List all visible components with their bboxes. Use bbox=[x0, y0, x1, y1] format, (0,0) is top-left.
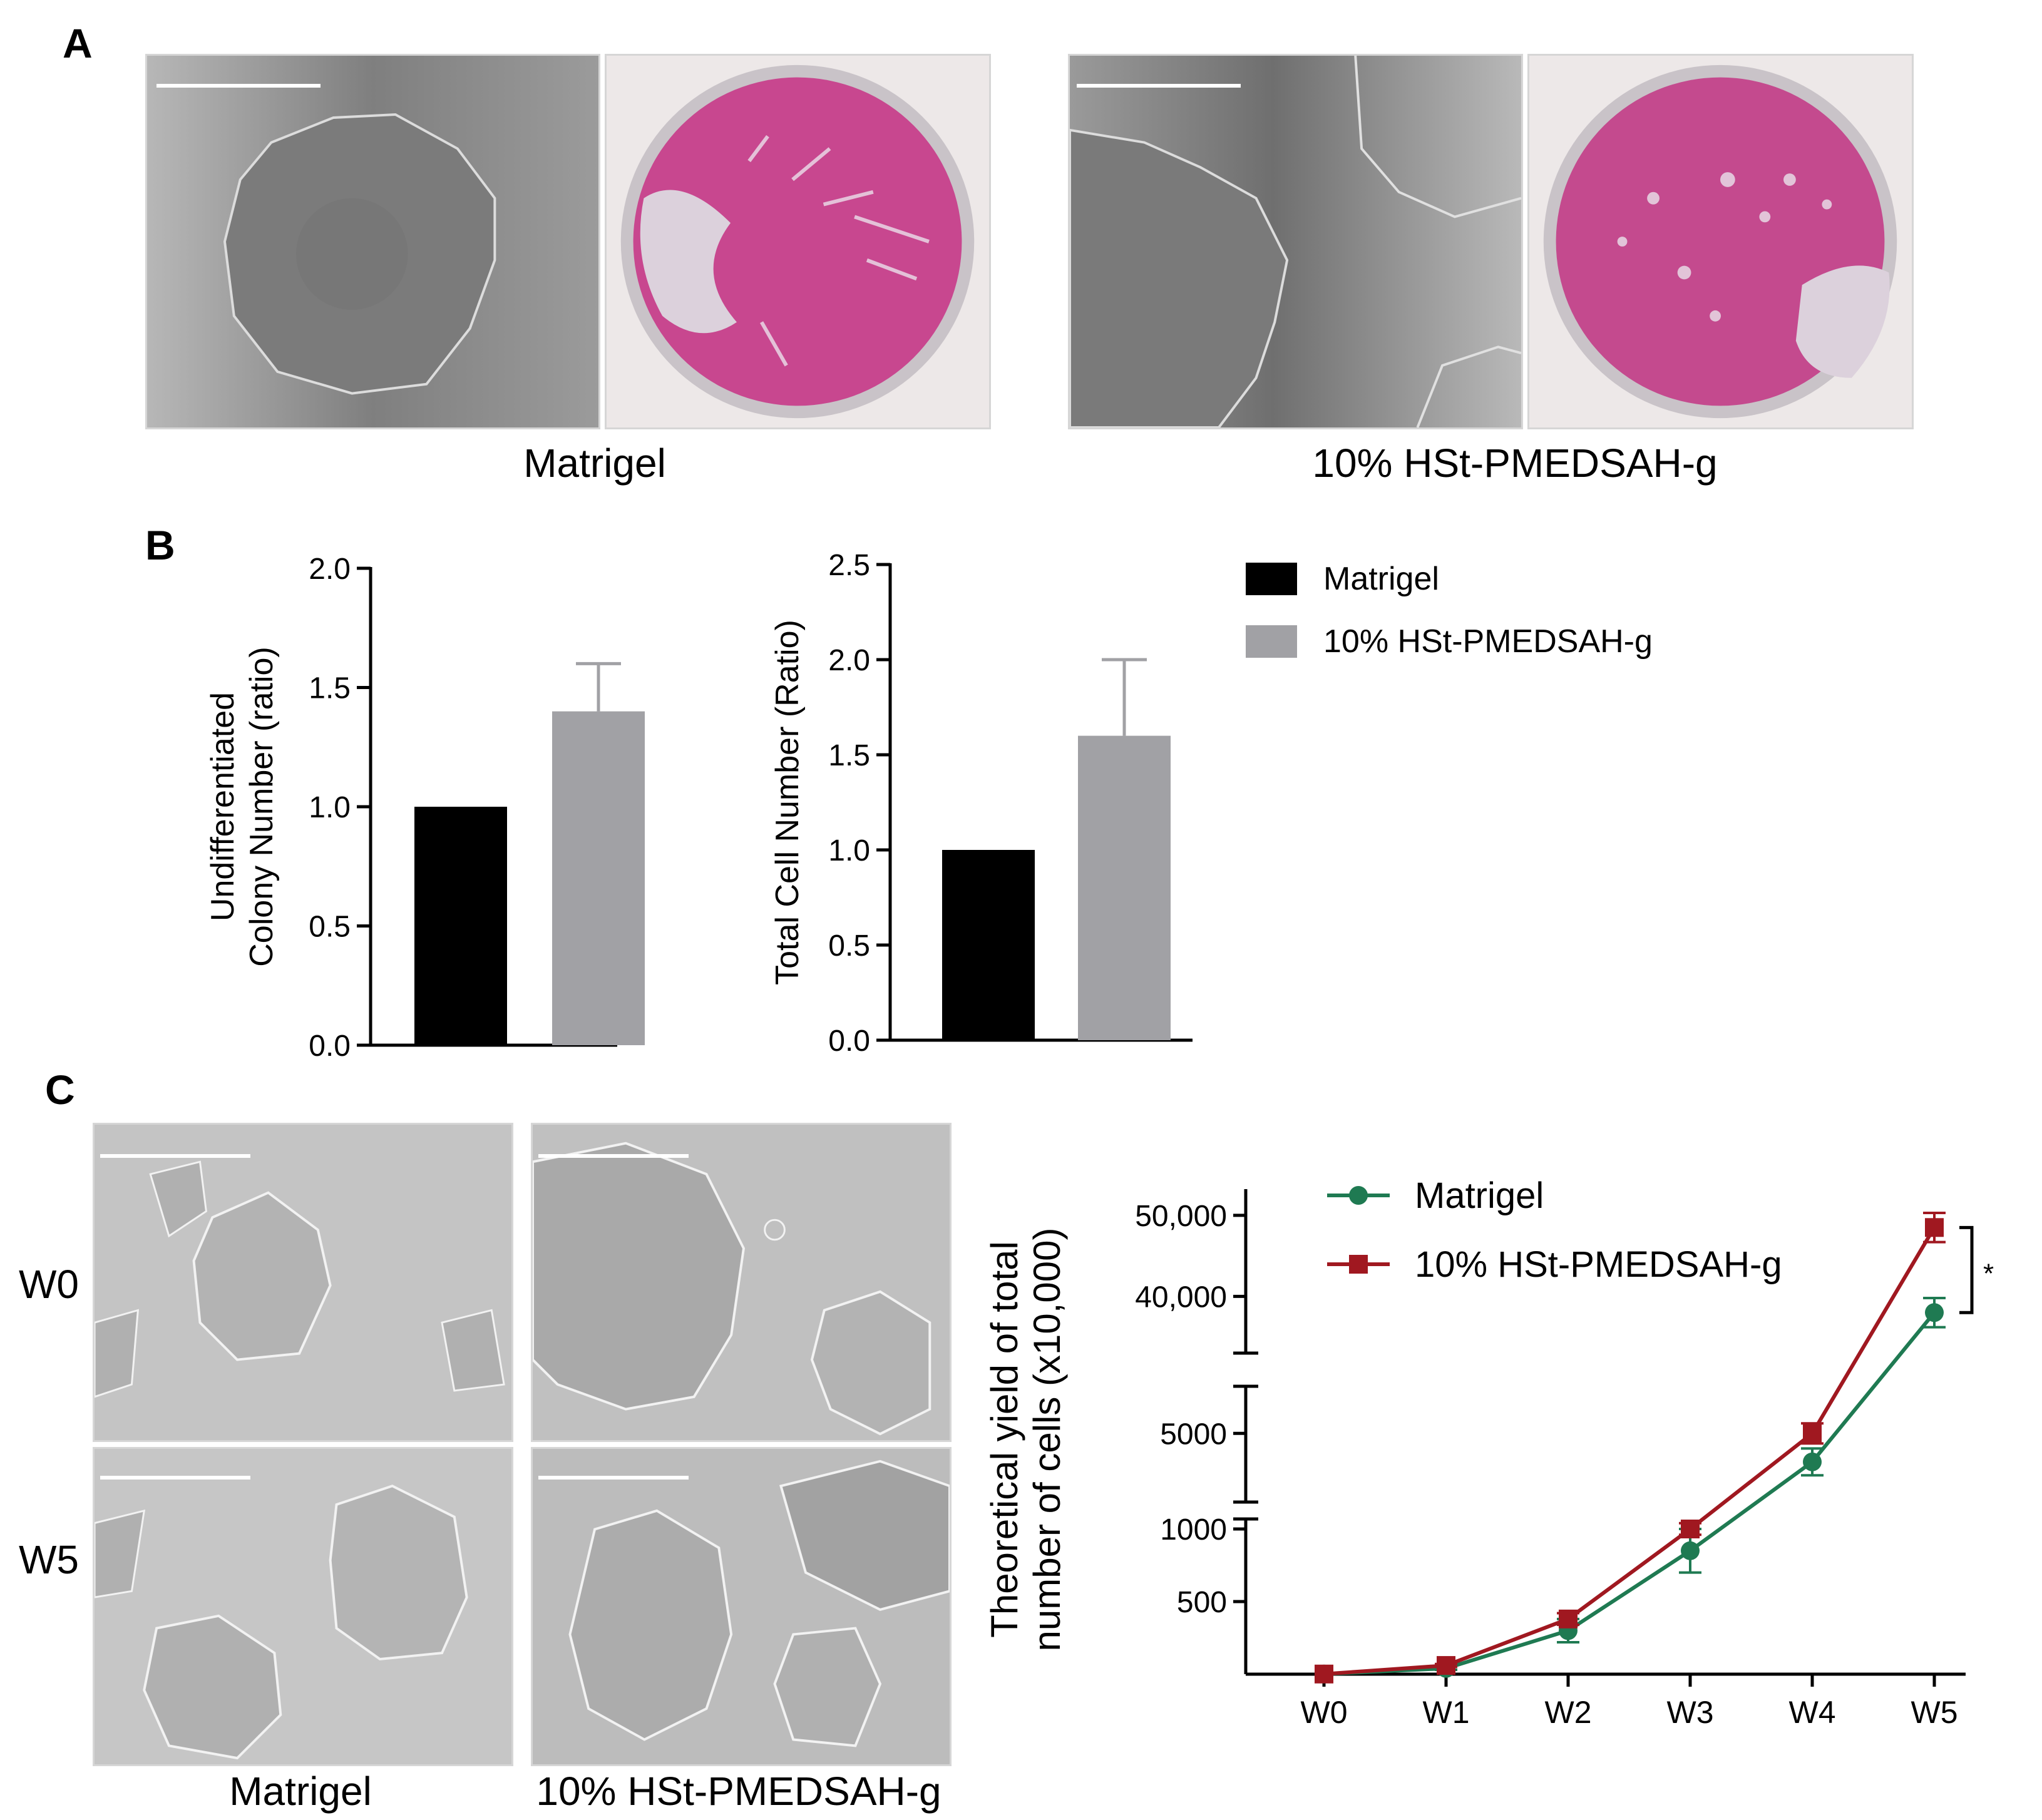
legend-swatch-matrigel bbox=[1246, 563, 1297, 595]
y-tick-label: 1.5 bbox=[309, 672, 351, 705]
colony-micrograph-hst-pmedsah bbox=[1068, 54, 1523, 429]
y-tick-label: 0.5 bbox=[309, 911, 351, 944]
panel-a-caption-hst-pmedsah: 10% HSt-PMEDSAH-g bbox=[1312, 441, 1718, 486]
micrograph-w0-matrigel bbox=[93, 1123, 513, 1442]
data-point bbox=[1315, 1664, 1333, 1684]
y-axis-label: Total Cell Number (Ratio) bbox=[769, 620, 806, 985]
bar-chart-colony: 0.0 0.5 1.0 1.5 2.0 Undifferentiated Colony Nu… bbox=[205, 553, 645, 1063]
y-tick-label: 50,000 bbox=[1135, 1200, 1227, 1233]
significance-marker: * bbox=[1983, 1258, 1994, 1289]
stained-dish-matrigel bbox=[605, 54, 991, 429]
x-tick-label: W5 bbox=[1911, 1695, 1958, 1730]
scale-bar bbox=[100, 1476, 250, 1480]
data-point bbox=[1803, 1424, 1822, 1443]
y-tick-label: 500 bbox=[1177, 1586, 1227, 1619]
legend-marker bbox=[1349, 1186, 1368, 1205]
significance-bracket bbox=[1959, 1225, 1974, 1314]
legend-item-matrigel: Matrigel bbox=[1246, 560, 1439, 598]
x-tick-label: W3 bbox=[1667, 1695, 1714, 1730]
scale-bar bbox=[1077, 84, 1241, 88]
panel-label-a: A bbox=[63, 20, 93, 66]
y-tick-label: 0.0 bbox=[309, 1030, 351, 1063]
legend-swatch-hst-pmedsah bbox=[1246, 625, 1297, 658]
data-point bbox=[1559, 1609, 1578, 1628]
scale-bar bbox=[538, 1154, 689, 1158]
bar-chart-total: 0.0 0.5 1.0 1.5 2.0 2.5 Total Cell Number (Rat… bbox=[769, 549, 1193, 1058]
panel-label-b: B bbox=[145, 522, 175, 568]
x-tick-label: W1 bbox=[1423, 1695, 1470, 1730]
data-point bbox=[1681, 1541, 1700, 1560]
colony-micrograph-matrigel bbox=[145, 54, 600, 429]
bar bbox=[552, 711, 645, 1045]
legend-marker bbox=[1349, 1255, 1368, 1274]
series-line bbox=[1323, 1311, 1936, 1676]
bar bbox=[942, 850, 1035, 1040]
y-tick-label: 1.5 bbox=[828, 739, 870, 772]
scale-bar bbox=[538, 1476, 689, 1480]
micrograph-w5-hst-pmedsah bbox=[531, 1447, 952, 1766]
data-point bbox=[1803, 1452, 1822, 1471]
micrograph-w0-hst-pmedsah bbox=[531, 1123, 952, 1442]
y-tick-label: 0.5 bbox=[828, 929, 870, 963]
panel-c-caption-hst-pmedsah: 10% HSt-PMEDSAH-g bbox=[536, 1769, 941, 1814]
stained-dish-hst-pmedsah bbox=[1527, 54, 1914, 429]
legend-label: 10% HSt-PMEDSAH-g bbox=[1415, 1244, 1782, 1285]
y-tick-label: 1.0 bbox=[309, 791, 351, 824]
row-label-w5: W5 bbox=[19, 1537, 79, 1582]
y-tick-label: 2.0 bbox=[828, 644, 870, 677]
micrograph-w5-matrigel bbox=[93, 1447, 513, 1766]
legend-label-hst-pmedsah: 10% HSt-PMEDSAH-g bbox=[1323, 623, 1653, 660]
row-label-w0: W0 bbox=[19, 1262, 79, 1307]
y-tick-label: 2.5 bbox=[828, 549, 870, 582]
panel-a-caption-matrigel: Matrigel bbox=[523, 441, 666, 486]
line-chart-yield: 500 1000 5000 40,000 50,000 W0 W1 W2 W3 W4 W5 Theor… bbox=[983, 1175, 1994, 1730]
y-axis-label: number of cells (x10,000) bbox=[1026, 1228, 1068, 1652]
scale-bar bbox=[100, 1154, 250, 1158]
y-tick-label: 40,000 bbox=[1135, 1281, 1227, 1314]
data-point bbox=[1437, 1656, 1455, 1675]
legend-label-matrigel: Matrigel bbox=[1323, 561, 1439, 597]
bar bbox=[414, 807, 507, 1045]
x-tick-label: W2 bbox=[1545, 1695, 1592, 1730]
y-axis-label: Colony Number (ratio) bbox=[244, 647, 280, 967]
panel-label-c: C bbox=[45, 1066, 75, 1113]
y-tick-label: 5000 bbox=[1160, 1418, 1227, 1451]
y-tick-label: 0.0 bbox=[828, 1025, 870, 1058]
panel-c-caption-matrigel: Matrigel bbox=[229, 1769, 372, 1814]
y-tick-label: 2.0 bbox=[309, 553, 351, 586]
x-tick-label: W0 bbox=[1301, 1695, 1348, 1730]
scale-bar bbox=[156, 84, 321, 88]
data-point bbox=[1681, 1520, 1700, 1538]
data-point bbox=[1925, 1218, 1944, 1237]
x-tick-label: W4 bbox=[1789, 1695, 1836, 1730]
y-axis-label: Theoretical yield of total bbox=[983, 1241, 1025, 1638]
data-point bbox=[1925, 1303, 1944, 1322]
legend-label: Matrigel bbox=[1415, 1175, 1544, 1216]
y-tick-label: 1000 bbox=[1160, 1513, 1227, 1546]
series-line bbox=[1323, 1226, 1936, 1676]
legend-item-hst-pmedsah: 10% HSt-PMEDSAH-g bbox=[1246, 623, 1653, 660]
y-tick-label: 1.0 bbox=[828, 834, 870, 867]
y-axis-label: Undifferentiated bbox=[205, 692, 241, 921]
bar bbox=[1078, 735, 1171, 1040]
